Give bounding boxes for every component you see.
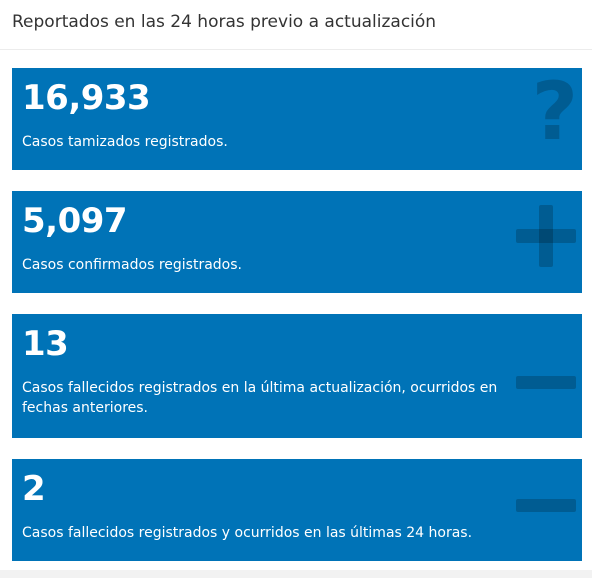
stat-value: 5,097 <box>22 201 128 241</box>
panel-header: Reportados en las 24 horas previo a actu… <box>0 0 592 50</box>
plus-icon <box>516 205 576 267</box>
stat-description: Casos fallecidos registrados en la últim… <box>22 380 498 416</box>
stat-description: Casos tamizados registrados. <box>22 134 228 150</box>
stat-value: 2 <box>22 469 46 509</box>
minus-icon <box>516 499 576 512</box>
stat-card-screened: ? 16,933 Casos tamizados registrados. <box>12 68 582 170</box>
stat-description: Casos confirmados registrados. <box>22 257 242 273</box>
stat-description: Casos fallecidos registrados y ocurridos… <box>22 525 473 541</box>
question-icon: ? <box>531 68 578 158</box>
stat-card-confirmed: 5,097 Casos confirmados registrados. <box>12 191 582 293</box>
minus-icon <box>516 376 576 389</box>
stat-value: 13 <box>22 324 69 364</box>
stat-card-deaths-24h: 2 Casos fallecidos registrados y ocurrid… <box>12 459 582 561</box>
stat-card-deaths-previous: 13 Casos fallecidos registrados en la úl… <box>12 314 582 438</box>
panel-bottom-edge <box>0 570 592 578</box>
panel-title: Reportados en las 24 horas previo a actu… <box>12 12 437 32</box>
stat-value: 16,933 <box>22 78 151 118</box>
